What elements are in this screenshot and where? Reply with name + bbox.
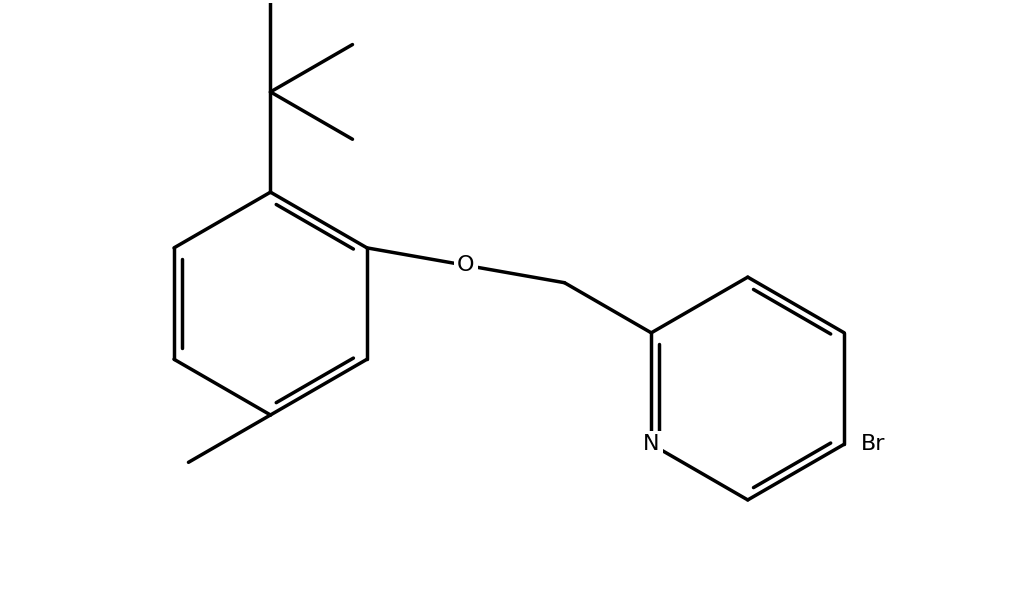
Text: Br: Br <box>860 434 884 454</box>
Text: N: N <box>642 434 659 454</box>
Text: O: O <box>457 255 474 275</box>
